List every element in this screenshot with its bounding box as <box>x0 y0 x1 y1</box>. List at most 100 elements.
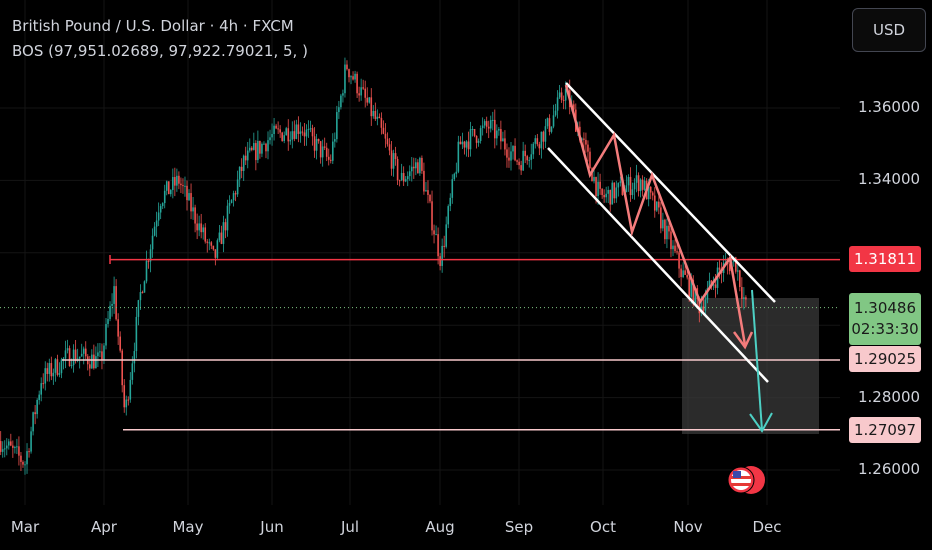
candle-body <box>487 126 490 129</box>
candle-body <box>139 292 142 301</box>
candle-body <box>28 451 30 453</box>
candle-body <box>445 224 447 247</box>
candle-body <box>14 447 16 449</box>
candle-body <box>631 189 634 196</box>
candle-body <box>690 279 693 297</box>
candle-body <box>32 412 34 432</box>
candle-body <box>170 190 172 195</box>
candle-body <box>172 177 174 191</box>
currency-button[interactable]: USD <box>852 8 926 52</box>
candle-body <box>451 179 454 198</box>
candle-body <box>95 356 97 369</box>
candle-body <box>702 306 705 311</box>
candle-body <box>350 76 352 78</box>
symbol-title[interactable]: British Pound / U.S. Dollar · 4h · FXCM <box>12 17 294 35</box>
candle-body <box>362 87 364 89</box>
candle-body <box>334 139 336 142</box>
candle-body <box>151 235 154 250</box>
candle-body <box>323 146 326 148</box>
candle-body <box>234 193 237 195</box>
candle-body <box>50 363 53 377</box>
candle-body <box>103 345 105 360</box>
candle-body <box>226 205 229 231</box>
candle-body <box>220 232 223 244</box>
candle-body <box>299 131 302 134</box>
candle-body <box>629 176 632 196</box>
candle-body <box>469 129 472 150</box>
candle-body <box>512 145 514 152</box>
candle-body <box>597 181 599 197</box>
candle-body <box>204 227 207 242</box>
target-arrowhead-icon <box>749 412 773 433</box>
candle-body <box>382 127 385 134</box>
channel-upper-line[interactable] <box>565 82 776 303</box>
candle-body <box>465 141 468 148</box>
candle-body <box>22 461 24 465</box>
candle-body <box>455 171 458 174</box>
candle-body <box>743 297 745 299</box>
candle-body <box>678 252 680 269</box>
candle-body <box>562 99 565 101</box>
candle-body <box>635 175 638 183</box>
zigzag-arrowhead-icon <box>732 331 754 350</box>
candle-body <box>536 138 539 145</box>
candle-body <box>143 281 146 293</box>
candle-body <box>475 135 478 143</box>
candle-body <box>366 97 369 103</box>
candle-body <box>534 138 537 144</box>
candle-body <box>453 173 456 180</box>
candle-body <box>105 324 107 346</box>
candle-body <box>734 257 737 272</box>
us-flag-event-icon[interactable] <box>727 466 765 494</box>
candle-body <box>161 203 164 207</box>
candle-body <box>516 160 518 162</box>
candle-body <box>111 303 113 306</box>
candle-body <box>739 270 741 288</box>
candle-body <box>332 141 334 161</box>
candle-body <box>437 234 439 257</box>
candle-body <box>404 179 407 182</box>
candle-body <box>275 125 277 129</box>
candle-body <box>240 166 243 171</box>
candle-body <box>58 373 61 375</box>
candle-body <box>682 270 684 278</box>
indicator-legend[interactable]: BOS (97,951.02689, 97,922.79021, 5, ) <box>12 42 308 60</box>
target-zone-box[interactable] <box>682 298 819 434</box>
candle-body <box>572 104 575 110</box>
target-arrow[interactable] <box>751 289 763 431</box>
candle-body <box>127 399 130 401</box>
candle-body <box>676 251 678 253</box>
candle-body <box>123 385 126 408</box>
candle-body <box>641 179 644 190</box>
candle-body <box>44 368 47 384</box>
time-tick: Sep <box>504 518 534 536</box>
candle-body <box>186 185 188 201</box>
candle-body <box>309 128 312 130</box>
candle-body <box>315 138 318 151</box>
candle-body <box>431 201 433 231</box>
candle-body <box>419 157 421 174</box>
candle-body <box>153 226 156 236</box>
candle-body <box>508 157 510 161</box>
time-tick: May <box>172 518 204 536</box>
candle-body <box>117 319 119 337</box>
candle-body <box>530 154 533 160</box>
candle-body <box>427 190 429 195</box>
channel-lower-line[interactable] <box>547 147 769 383</box>
candle-body <box>297 124 300 134</box>
candle-body <box>653 195 656 211</box>
candle-body <box>192 207 194 212</box>
candle-body <box>277 128 279 130</box>
candle-body <box>253 143 255 150</box>
candle-body <box>5 445 8 449</box>
candle-body <box>242 155 245 171</box>
candle-body <box>617 182 620 188</box>
candle-body <box>109 305 111 319</box>
candle-body <box>502 138 504 142</box>
candle-body <box>712 284 715 286</box>
candle-body <box>494 119 496 139</box>
candle-body <box>18 446 20 456</box>
zigzag-pattern[interactable] <box>564 84 747 346</box>
candle-body <box>587 144 589 152</box>
